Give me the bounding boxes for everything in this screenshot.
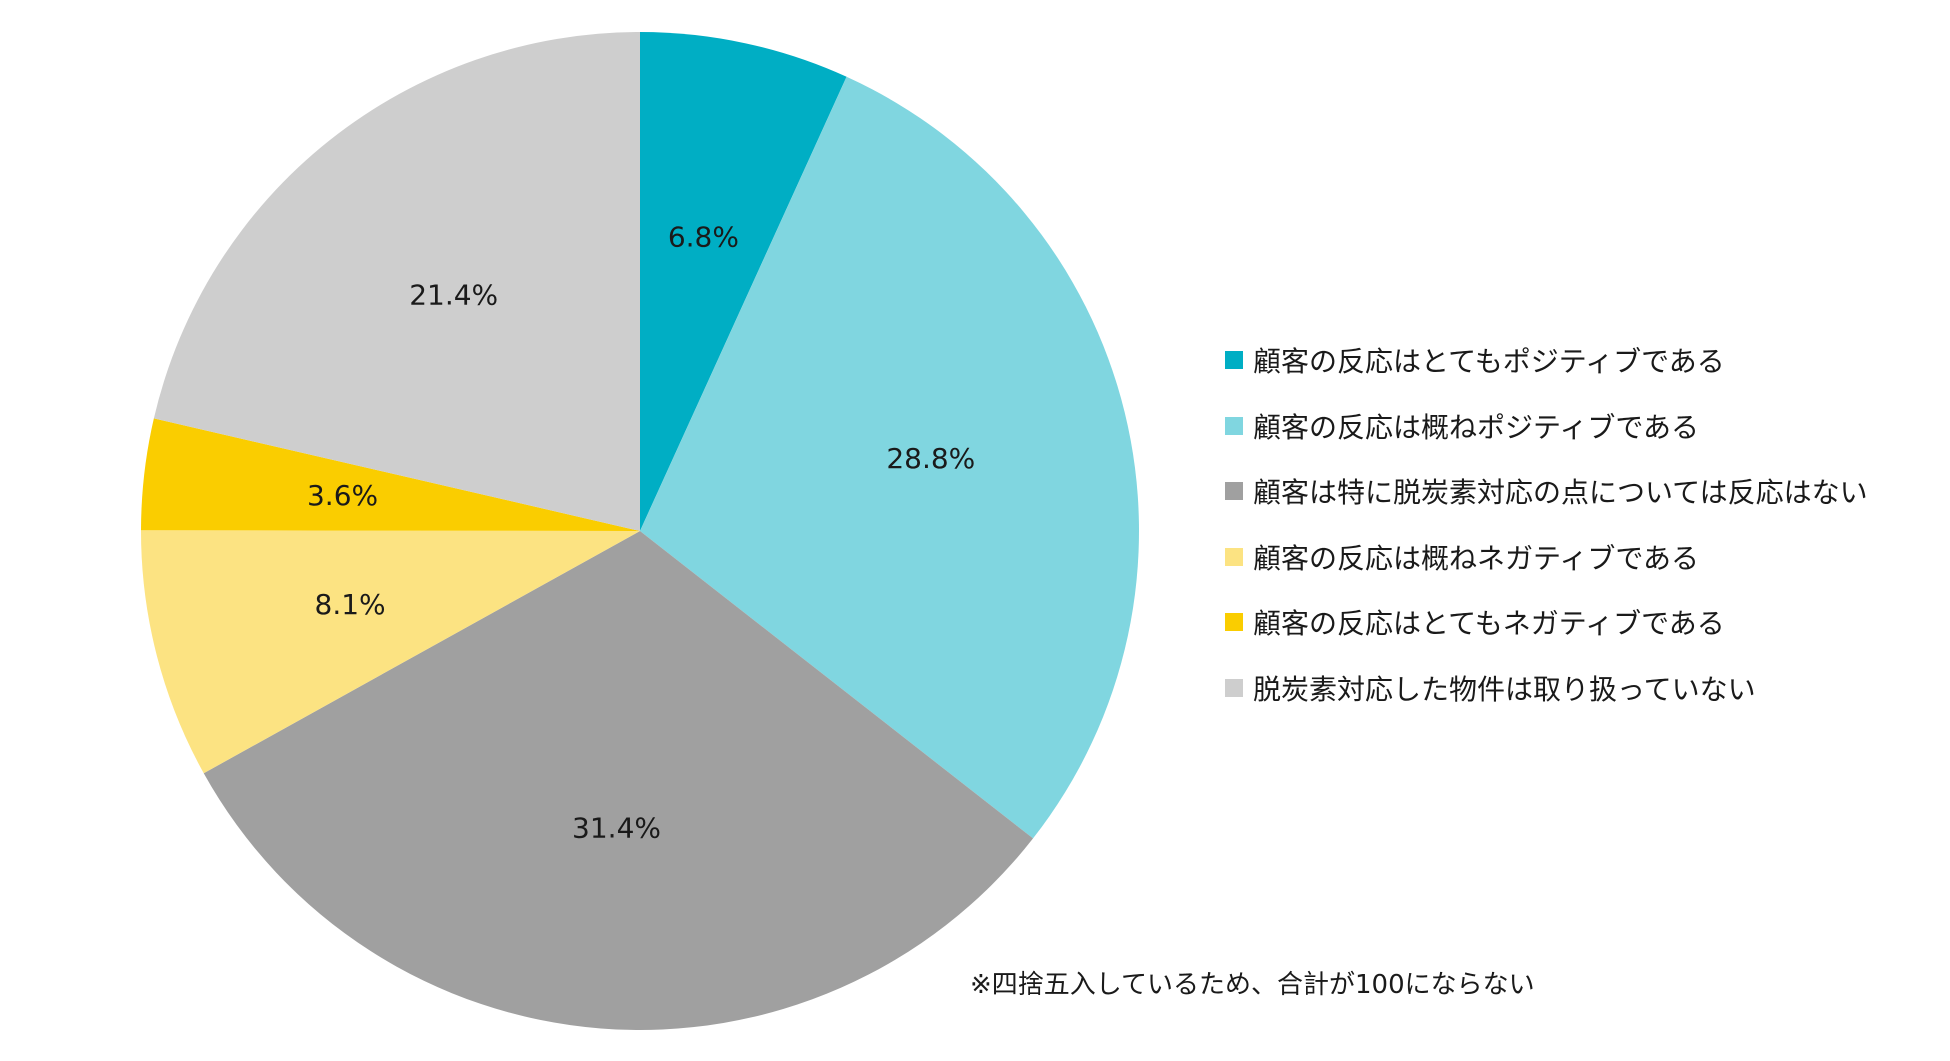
data-label: 31.4%	[572, 811, 661, 844]
data-label: 21.4%	[409, 279, 498, 312]
pie-slice	[640, 32, 847, 531]
pie-slice	[153, 32, 640, 531]
data-label: 6.8%	[668, 220, 739, 253]
legend-swatch	[1225, 547, 1243, 566]
legend-swatch	[1225, 678, 1243, 697]
legend-item: 顧客の反応は概ねポジティブである	[1225, 404, 1868, 448]
data-label: 8.1%	[315, 588, 386, 621]
legend-item: 顧客の反応はとてもポジティブである	[1225, 338, 1868, 382]
legend-swatch	[1225, 613, 1243, 631]
pie-slice	[640, 76, 1139, 839]
legend-label: 顧客の反応はとてもネガティブである	[1253, 607, 1725, 640]
legend-label: 顧客の反応は概ねポジティブである	[1253, 410, 1700, 444]
legend-label: 顧客の反応は概ねネガティブである	[1253, 541, 1700, 575]
legend-label: 顧客の反応はとてもポジティブである	[1253, 345, 1725, 378]
legend-item: 顧客は特に脱炭素対応の点については反応はない	[1225, 469, 1868, 513]
legend-swatch	[1225, 351, 1243, 369]
data-labels: 6.8% 28.8% 31.4% 8.1% 3.6% 21.4%	[307, 220, 975, 844]
legend-swatch	[1225, 482, 1243, 500]
footnote: ※四捨五入しているため、合計が100にならない	[970, 970, 1535, 1000]
pie-slices	[140, 32, 1139, 1030]
data-label: 3.6%	[307, 479, 378, 512]
legend-item: 脱炭素対応した物件は取り扱っていない	[1225, 666, 1868, 710]
pie-slice	[141, 418, 640, 531]
pie-slice	[203, 531, 1034, 1030]
pie-slice	[140, 530, 640, 774]
legend-item: 顧客の反応は概ねネガティブである	[1225, 535, 1868, 579]
legend-item: 顧客の反応はとてもネガティブである	[1225, 600, 1868, 644]
legend: 顧客の反応はとてもポジティブである 顧客の反応は概ねポジティブである顧客は特に脱炭…	[1225, 338, 1868, 731]
legend-label: 脱炭素対応した物件は取り扱っていない	[1253, 672, 1756, 706]
legend-swatch	[1225, 416, 1243, 435]
legend-label: 顧客は特に脱炭素対応の点については反応はない	[1253, 476, 1868, 509]
data-label: 28.8%	[886, 442, 975, 475]
